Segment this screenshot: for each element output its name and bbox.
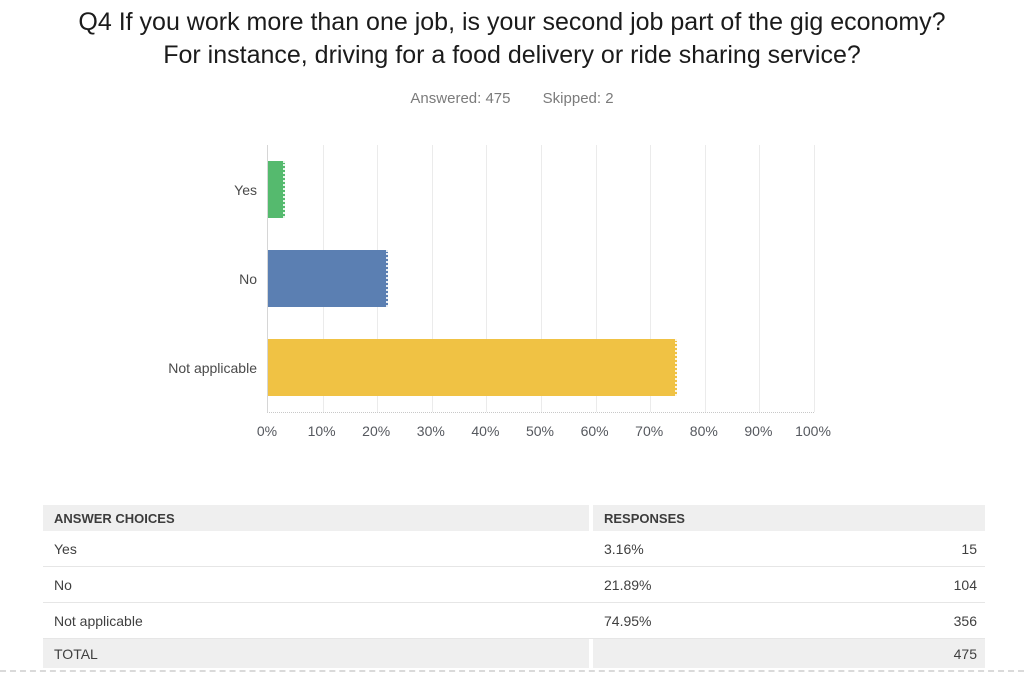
x-tick-label: 90% [744, 423, 773, 439]
response-count-cell: 15 [961, 540, 977, 557]
x-tick-label: 30% [416, 423, 445, 439]
x-axis: 0% 10% 20% 30% 40% 50% 60% 70% 80% 90% 100% [257, 423, 831, 443]
x-tick-label: 80% [689, 423, 718, 439]
gridline [814, 145, 815, 412]
gridline [541, 145, 542, 412]
response-count-cell: 104 [953, 576, 977, 593]
response-percent-cell: 74.95% [604, 612, 652, 629]
table-row: Not applicable 74.95% 356 [43, 603, 985, 639]
x-tick-label: 70% [635, 423, 664, 439]
bar-no [268, 250, 388, 307]
bar-row [268, 145, 814, 234]
gridline [595, 145, 597, 412]
gridline [759, 145, 761, 412]
response-count-cell: 356 [953, 612, 977, 629]
bar-row [268, 234, 814, 323]
x-tick-label: 60% [580, 423, 609, 439]
total-label: TOTAL [43, 639, 589, 668]
response-percent-cell: 3.16% [604, 540, 644, 557]
bar-row [268, 323, 814, 412]
gridline [486, 145, 488, 412]
x-tick-label: 50% [525, 423, 555, 439]
table-total-row: TOTAL 475 [43, 639, 985, 668]
table-header-row: ANSWER CHOICES RESPONSES [43, 505, 985, 531]
bar-not-applicable [268, 339, 678, 396]
x-tick-label: 10% [307, 423, 336, 439]
table-row: No 21.89% 104 [43, 567, 985, 603]
gridline [431, 145, 433, 412]
x-tick-label: 100% [795, 423, 831, 439]
response-stats: Answered: 475 Skipped: 2 [0, 90, 1024, 107]
total-count: 475 [593, 639, 985, 668]
gridline [704, 145, 706, 412]
table-body: Yes 3.16% 15 No 21.89% 104 Not applicable 74.95… [43, 531, 985, 639]
answer-choice-cell: Not applicable [54, 612, 143, 629]
column-header-answer-choices: ANSWER CHOICES [43, 505, 589, 531]
column-header-responses: RESPONSES [593, 505, 985, 531]
results-table: ANSWER CHOICES RESPONSES Yes 3.16% 15 No 21.… [43, 505, 985, 668]
answer-choice-cell: No [54, 576, 72, 593]
x-tick-label: 0% [256, 423, 278, 439]
category-label: Not applicable [168, 359, 257, 376]
category-label: Yes [234, 181, 257, 198]
y-axis-category-labels: Yes No Not applicable [0, 145, 262, 412]
chart-plot [267, 145, 815, 413]
response-percent-cell: 21.89% [604, 576, 652, 593]
gridline [650, 145, 652, 412]
x-tick-label: 40% [471, 423, 500, 439]
answered-count: Answered: 475 [410, 90, 511, 107]
question-title: Q4 If you work more than one job, is you… [78, 8, 946, 69]
bar-yes [268, 161, 286, 218]
answer-choice-cell: Yes [54, 540, 77, 557]
skipped-count: Skipped: 2 [542, 90, 614, 107]
category-label: No [239, 270, 257, 287]
page-bottom-divider [0, 670, 1024, 672]
table-row: Yes 3.16% 15 [43, 531, 985, 567]
x-tick-label: 20% [362, 423, 391, 439]
